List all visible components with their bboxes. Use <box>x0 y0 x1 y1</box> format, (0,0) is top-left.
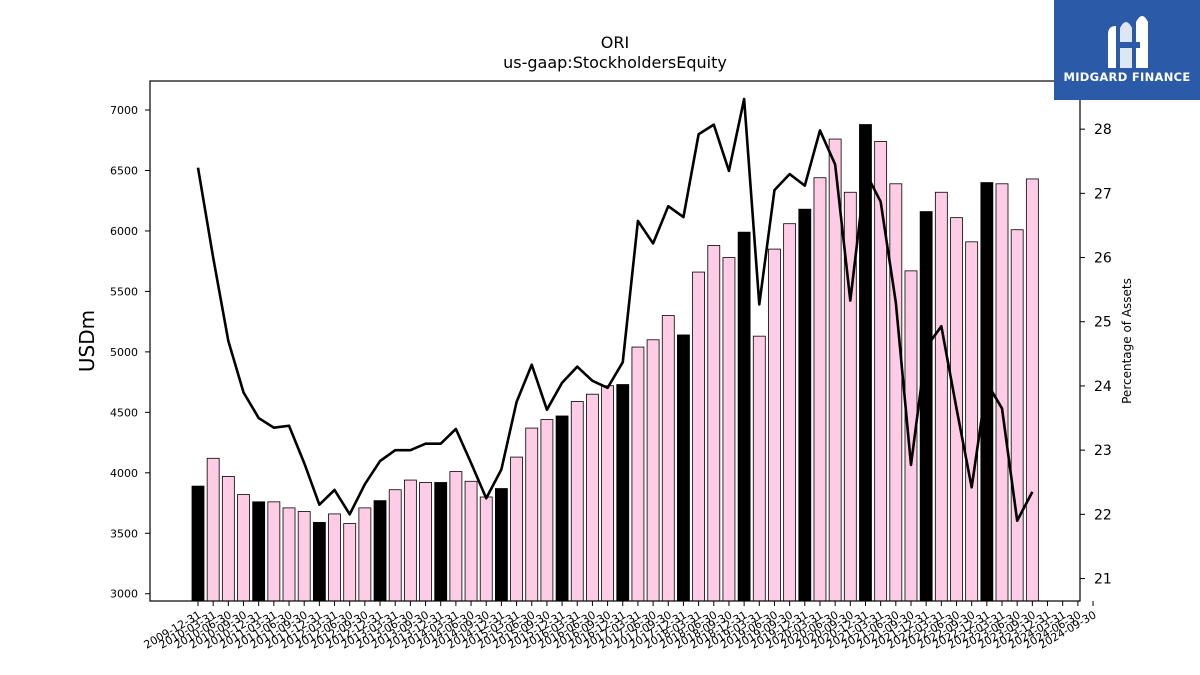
bar-2018-12-31 <box>737 231 751 602</box>
y-tick-label: 6000 <box>110 225 138 238</box>
bar-2016-06-30 <box>586 393 599 602</box>
bar-2013-06-30 <box>403 479 417 602</box>
bar-2015-09-30 <box>540 419 554 602</box>
bar-2023-09-30 <box>1025 178 1039 602</box>
y2-tick-label: 21 <box>1094 572 1112 588</box>
bar-2017-09-30 <box>661 315 675 602</box>
y-tick-label: 3000 <box>110 588 138 601</box>
y2-tick-label: 28 <box>1094 122 1112 138</box>
bar-2012-12-31 <box>373 500 387 602</box>
bar-2012-06-30 <box>343 523 357 602</box>
bar-2019-09-30 <box>783 223 797 602</box>
y-tick-label: 4500 <box>110 406 138 419</box>
y-tick-label: 4000 <box>110 467 138 480</box>
bar-2022-09-30 <box>965 241 979 602</box>
bar-2018-06-30 <box>707 245 721 602</box>
bar-2012-09-30 <box>358 507 372 602</box>
bar-2010-03-31 <box>206 457 220 602</box>
y-tick-label: 5000 <box>110 346 138 359</box>
bar-2014-06-30 <box>464 480 478 602</box>
bar-2017-06-30 <box>646 339 660 602</box>
bar-2010-09-30 <box>237 494 250 602</box>
bar-2019-12-31 <box>798 208 812 602</box>
bar-2019-03-31 <box>752 335 766 602</box>
y-tick-label: 5500 <box>110 285 138 298</box>
bar-2019-06-30 <box>768 248 781 602</box>
percentage-of-assets-line <box>196 97 1034 523</box>
bar-2014-12-31 <box>494 488 508 602</box>
bar-2013-12-31 <box>434 482 448 602</box>
y2-tick-label: 27 <box>1094 186 1112 202</box>
midgard-logo-icon <box>1108 16 1148 68</box>
bar-2022-03-31 <box>934 191 948 602</box>
bar-2015-12-31 <box>555 415 569 602</box>
brand-logo: MIDGARD FINANCE <box>1054 0 1200 100</box>
x-axis-ticks: 2009-12-312010-03-312010-06-302010-09-30… <box>142 601 1099 652</box>
bar-2021-06-30 <box>889 183 903 602</box>
bar-2015-03-31 <box>510 456 523 602</box>
bar-2012-03-31 <box>328 513 341 602</box>
bar-2013-09-30 <box>419 482 432 602</box>
bar-2023-03-31 <box>995 183 1009 602</box>
y-axis-label: USDm <box>75 310 99 372</box>
chart-title: ORI <box>601 33 629 52</box>
bar-2010-06-30 <box>221 476 235 602</box>
y2-tick-label: 22 <box>1094 507 1112 523</box>
bar-2010-12-31 <box>252 501 266 602</box>
y2-tick-label: 25 <box>1094 315 1112 331</box>
bar-2023-06-30 <box>1010 229 1024 602</box>
left-axis-ticks: 3000 3500 4000 4500 5000 5500 6000 6500 7000 <box>110 104 150 601</box>
brand-name: MIDGARD FINANCE <box>1063 70 1191 84</box>
bar-2017-12-31 <box>677 334 690 602</box>
y2-axis-label: Percentage of Assets <box>1120 278 1134 404</box>
y2-tick-label: 24 <box>1094 379 1112 395</box>
plot-frame <box>149 80 1081 602</box>
bar-2013-03-31 <box>388 489 402 602</box>
bar-2014-03-31 <box>449 471 463 602</box>
y-tick-label: 6500 <box>110 164 138 177</box>
bar-2018-03-31 <box>692 271 706 602</box>
bar-2011-03-31 <box>267 501 281 602</box>
line-layer <box>196 97 1034 523</box>
bar-2009-12-31 <box>191 485 205 602</box>
bar-2020-12-31 <box>859 124 872 602</box>
y2-tick-label: 26 <box>1094 251 1112 267</box>
bar-2018-09-30 <box>722 257 736 602</box>
bar-2016-12-31 <box>616 384 630 602</box>
bar-2021-12-31 <box>919 211 933 602</box>
chart-subtitle: us-gaap:StockholdersEquity <box>503 53 727 72</box>
y-tick-label: 7000 <box>110 104 138 117</box>
bar-2014-09-30 <box>479 496 493 602</box>
y2-tick-label: 23 <box>1094 443 1112 459</box>
bar-2011-06-30 <box>282 507 296 602</box>
bar-2016-09-30 <box>601 385 614 602</box>
y-tick-label: 3500 <box>110 527 138 540</box>
bar-2017-03-31 <box>631 346 645 602</box>
bars-layer <box>191 124 1039 602</box>
right-axis-ticks: 21 22 23 24 25 26 27 28 <box>1080 122 1112 588</box>
bar-2020-03-31 <box>813 177 827 602</box>
bar-2016-03-31 <box>570 401 584 602</box>
bar-2011-12-31 <box>312 522 326 602</box>
bar-2011-09-30 <box>297 511 311 602</box>
bar-2015-06-30 <box>525 427 539 602</box>
